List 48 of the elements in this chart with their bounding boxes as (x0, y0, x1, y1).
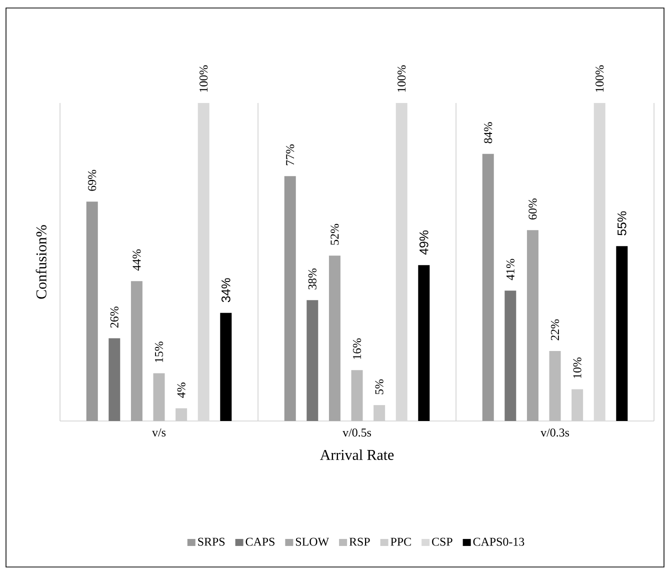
x-tick-label: v/0.3s (540, 428, 570, 437)
bar (328, 256, 340, 421)
legend-label: RSP (349, 538, 370, 546)
bar (526, 230, 538, 421)
bar (549, 351, 561, 421)
x-tick-label: v/s (152, 428, 166, 436)
data-label: 34% (222, 278, 230, 302)
bar (418, 265, 430, 421)
data-label: 49% (420, 230, 428, 255)
legend-label: CSP (432, 538, 452, 546)
data-label: 38% (308, 268, 316, 290)
bar (306, 300, 318, 421)
bar (616, 246, 628, 421)
bar (130, 281, 142, 421)
y-axis-title: Confusion% (36, 225, 46, 299)
data-label: 16% (352, 338, 362, 359)
data-label: 100% (200, 65, 208, 92)
data-label: 10% (573, 357, 582, 378)
legend-label: CAPS0-13 (473, 538, 524, 546)
bar (351, 370, 363, 421)
data-label: 44% (132, 249, 141, 271)
data-label: 60% (528, 198, 537, 220)
legend-label: CAPS (246, 538, 274, 546)
bar (86, 202, 98, 421)
data-label: 100% (596, 65, 604, 92)
bar (482, 154, 494, 421)
bar (284, 176, 296, 421)
data-label: 77% (286, 144, 294, 166)
data-label: 84% (484, 122, 492, 144)
data-label: 4% (177, 382, 186, 398)
data-label: 15% (154, 342, 164, 362)
data-label: 22% (550, 319, 560, 340)
data-label: 55% (618, 211, 626, 236)
bar (504, 290, 516, 421)
x-tick-label: v/0.5s (342, 428, 372, 437)
data-label: 26% (110, 306, 118, 328)
x-axis-title: Arrival Rate (320, 449, 394, 460)
bar (220, 312, 232, 421)
bar (108, 338, 120, 421)
data-label: 52% (330, 224, 339, 245)
data-label: 100% (398, 65, 406, 92)
legend-label: PPC (390, 538, 411, 546)
legend-label: SLOW (296, 538, 330, 546)
legend-label: SRPS (198, 538, 225, 546)
data-label: 41% (506, 258, 514, 280)
bar (153, 373, 165, 421)
data-label: 69% (88, 170, 96, 191)
data-label: 5% (375, 379, 384, 394)
